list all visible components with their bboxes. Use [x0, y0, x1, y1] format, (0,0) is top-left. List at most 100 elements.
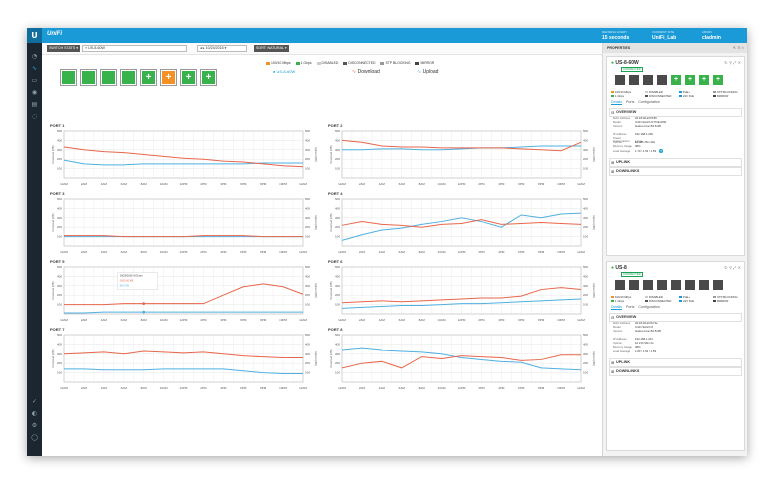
- site-value: UniFi_Lab: [652, 35, 677, 41]
- locate-icon[interactable]: ⚲: [728, 265, 732, 270]
- brand-name: UniFi: [47, 31, 62, 37]
- uplink-section[interactable]: UPLINK: [609, 157, 742, 167]
- devices-icon[interactable]: ◉: [31, 89, 38, 96]
- close-icon[interactable]: ✕: [737, 265, 741, 270]
- y-tick-left: 200: [335, 157, 340, 161]
- switch-port-1[interactable]: [60, 69, 77, 86]
- downlinks-section[interactable]: DOWNLINKS: [609, 367, 742, 377]
- y-axis-label-right: Upload (MB): [314, 147, 317, 162]
- x-tick: 8PM: [260, 386, 267, 390]
- tab-ports[interactable]: Ports: [626, 305, 635, 309]
- card-port-5[interactable]: [671, 280, 681, 290]
- user-menu[interactable]: ADMIN cladmin: [702, 30, 721, 41]
- card-port-2[interactable]: [629, 280, 639, 290]
- device-name[interactable]: ● US-8: [611, 265, 627, 271]
- sort-dropdown[interactable]: SORT: NATURAL ▾: [254, 45, 289, 52]
- switch-port-5[interactable]: +: [140, 69, 157, 86]
- y-tick-left: 200: [335, 225, 340, 229]
- switch-port-8[interactable]: +: [200, 69, 217, 86]
- card-actions[interactable]: ↻ ⚲ ⤢ ✕: [724, 265, 741, 270]
- events-icon[interactable]: ◐: [31, 410, 38, 417]
- card-port-5[interactable]: +: [671, 75, 681, 85]
- dashboard-icon[interactable]: ◔: [31, 53, 38, 60]
- x-tick: 10PM: [279, 318, 287, 322]
- card-port-7[interactable]: +: [699, 75, 709, 85]
- refresh-icon[interactable]: ↻: [724, 265, 728, 270]
- download-series: [63, 146, 304, 168]
- x-tick: 12AM: [577, 250, 585, 254]
- card-port-1[interactable]: [615, 75, 625, 85]
- tooltip-line: 10/25/2016 9:00 pm: [120, 274, 143, 278]
- card-port-8[interactable]: [713, 280, 723, 290]
- close-icon[interactable]: ✕: [737, 60, 741, 65]
- refresh-icon[interactable]: ↻: [724, 60, 728, 65]
- tab-configuration[interactable]: Configuration: [638, 305, 660, 309]
- y-tick-right: 300: [305, 352, 310, 356]
- switch-port-3[interactable]: [100, 69, 117, 86]
- switch-port-4[interactable]: [120, 69, 137, 86]
- x-tick: 2AM: [359, 386, 366, 390]
- statistics-icon[interactable]: ∿: [31, 65, 38, 72]
- card-port-4[interactable]: [657, 280, 667, 290]
- card-actions[interactable]: ↻ ⚲ ⤢ ✕: [724, 60, 741, 65]
- card-port-2[interactable]: [629, 75, 639, 85]
- tab-configuration[interactable]: Configuration: [638, 100, 660, 104]
- switch-stats-dropdown[interactable]: SWITCH STATS ▾: [47, 45, 81, 52]
- card-port-7[interactable]: [699, 280, 709, 290]
- chat-icon[interactable]: ◯: [31, 434, 38, 441]
- panel-controls-icon[interactable]: ⇱ ☰ »: [732, 46, 744, 50]
- clients-icon[interactable]: ▤: [31, 101, 38, 108]
- uplink-section[interactable]: UPLINK: [609, 358, 742, 368]
- switch-port-2[interactable]: [80, 69, 97, 86]
- overview-section[interactable]: OVERVIEW: [609, 313, 742, 322]
- site-selector[interactable]: CURRENT SITE UniFi_Lab: [652, 30, 676, 41]
- card-legend-item: DISCONNECTED: [645, 299, 671, 303]
- y-tick-right: 500: [305, 197, 310, 201]
- y-tick-right: 100: [583, 167, 588, 171]
- card-legend-item: 100/10 Mbps: [611, 295, 631, 299]
- locate-icon[interactable]: ⚲: [728, 60, 732, 65]
- tab-details[interactable]: Details: [611, 100, 622, 105]
- x-tick: 8PM: [538, 318, 545, 322]
- expand-icon[interactable]: ⤢: [733, 265, 737, 270]
- device-name[interactable]: ● US-8-60W: [611, 60, 639, 66]
- insights-icon[interactable]: ◌: [31, 113, 38, 120]
- settings-icon[interactable]: ⚙: [31, 422, 38, 429]
- card-port-3[interactable]: [643, 75, 653, 85]
- x-tick: 4PM: [220, 250, 227, 254]
- downlinks-section[interactable]: DOWNLINKS: [609, 166, 742, 176]
- card-port-6[interactable]: [685, 280, 695, 290]
- alerts-icon[interactable]: ✓: [31, 398, 38, 405]
- refresh-selector[interactable]: REFRESH EVERY 15 seconds: [602, 30, 629, 41]
- x-tick: 8PM: [538, 250, 545, 254]
- status-dot-icon: ●: [611, 265, 615, 271]
- x-tick: 8AM: [141, 250, 148, 254]
- switch-port-status: [62, 71, 75, 84]
- expand-icon[interactable]: ⤢: [733, 60, 737, 65]
- map-icon[interactable]: ▭: [31, 77, 38, 84]
- tab-details[interactable]: Details: [611, 305, 622, 310]
- y-tick-left: 300: [335, 284, 340, 288]
- status-badge: CONNECTED: [621, 272, 643, 277]
- switch-port-6[interactable]: +: [160, 69, 177, 86]
- x-tick: 10AM: [438, 182, 446, 186]
- tab-ports[interactable]: Ports: [626, 100, 635, 104]
- card-legend-item: DISCONNECTED: [645, 94, 671, 98]
- card-port-6[interactable]: +: [685, 75, 695, 85]
- x-tick: 10AM: [160, 182, 168, 186]
- card-port-1[interactable]: [615, 280, 625, 290]
- card-port-3[interactable]: [643, 280, 653, 290]
- ubiquiti-logo[interactable]: U: [27, 28, 42, 43]
- device-select[interactable]: ● US-8-60W: [82, 45, 187, 52]
- y-tick-right: 400: [583, 342, 588, 346]
- overview-section[interactable]: OVERVIEW: [609, 108, 742, 117]
- y-tick-left: 400: [57, 206, 62, 210]
- help-icon[interactable]: ?: [659, 149, 663, 154]
- switch-port-7[interactable]: +: [180, 69, 197, 86]
- x-tick: 4PM: [220, 182, 227, 186]
- upload-series: [341, 298, 582, 309]
- card-port-4[interactable]: [657, 75, 667, 85]
- x-tick: 2AM: [81, 182, 88, 186]
- date-picker[interactable]: ◂ ▸ 10/24/2016 ▾: [197, 45, 247, 52]
- card-port-8[interactable]: +: [713, 75, 723, 85]
